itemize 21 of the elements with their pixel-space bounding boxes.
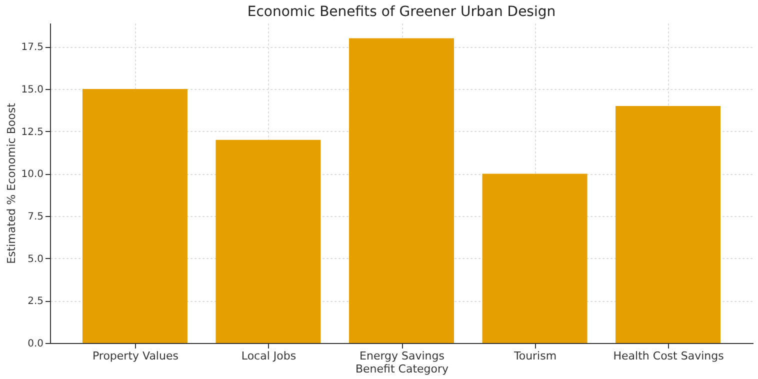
y-tick-label: 2.5 — [28, 296, 44, 308]
y-tick-label: 7.5 — [28, 212, 44, 223]
bar — [82, 89, 188, 343]
y-tick-label: 10.0 — [21, 169, 44, 180]
x-axis-title: Benefit Category — [355, 362, 450, 376]
bar — [482, 174, 588, 343]
y-tick-label: 15.0 — [21, 84, 44, 96]
bar — [616, 106, 721, 343]
x-tick-label: Energy Savings — [360, 350, 445, 362]
x-tick-label: Tourism — [512, 350, 557, 362]
y-tick-label: 5.0 — [28, 254, 44, 265]
y-tick-label: 0.0 — [28, 338, 44, 350]
y-tick-label: 17.5 — [21, 42, 44, 54]
y-tick-label: 12.5 — [21, 126, 44, 138]
x-tick-label: Health Cost Savings — [613, 350, 724, 362]
x-tick-label: Property Values — [92, 350, 179, 362]
chart-title: Economic Benefits of Greener Urban Design — [247, 4, 556, 20]
bar — [216, 140, 321, 343]
y-axis-title: Estimated % Economic Boost — [5, 102, 18, 264]
bar — [349, 38, 454, 343]
x-tick-label: Local Jobs — [241, 350, 296, 362]
